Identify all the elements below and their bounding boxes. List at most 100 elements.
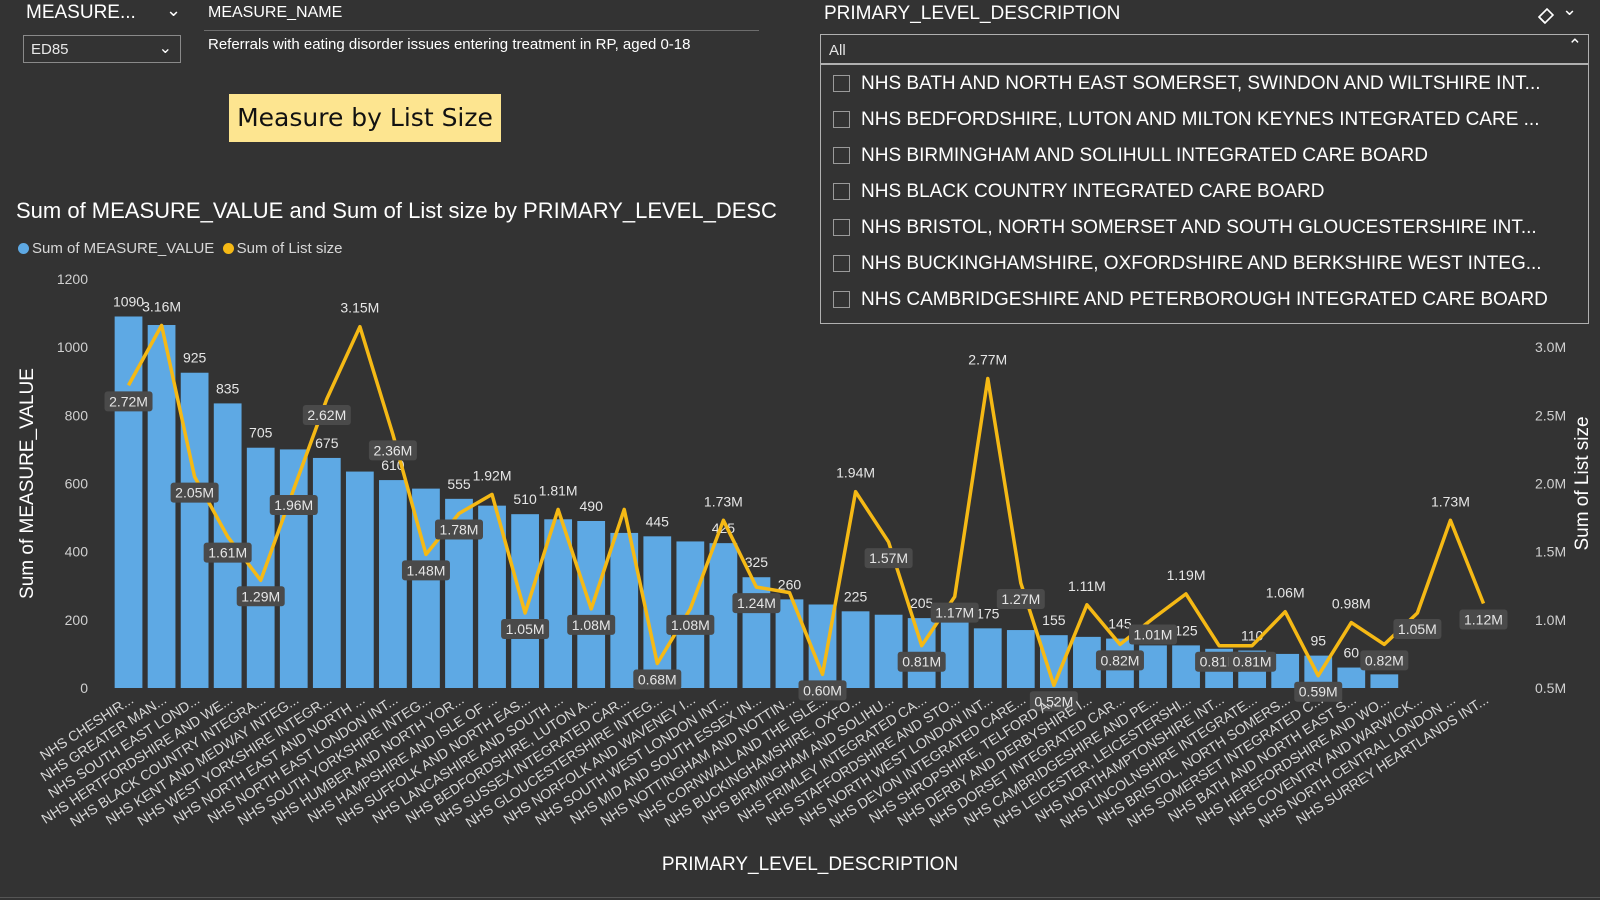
line-data-label: 0.81M (902, 654, 941, 670)
line-data-label-bg (1393, 619, 1442, 640)
primary-level-dropdown[interactable]: All ⌃ (820, 34, 1589, 64)
line-data-label: 1.12M (1464, 611, 1503, 627)
line-data-label-bg (1294, 681, 1343, 702)
bar (676, 541, 705, 688)
line-data-label: 0.60M (803, 682, 842, 698)
line-data-label-bg (1228, 651, 1277, 672)
line-data-label-bg (501, 619, 550, 640)
list-item[interactable]: NHS BUCKINGHAMSHIRE, OXFORDSHIRE AND BER… (821, 246, 1588, 282)
checkbox[interactable] (833, 219, 850, 236)
bar-data-label: 325 (745, 554, 769, 570)
list-item-label: NHS BIRMINGHAM AND SOLIHULL INTEGRATED C… (861, 145, 1428, 166)
bar-data-label: 175 (976, 605, 1000, 621)
bar-data-label: 260 (778, 576, 802, 592)
bar (841, 611, 870, 688)
list-item-label: NHS BRISTOL, NORTH SOMERSET AND SOUTH GL… (861, 217, 1537, 238)
line-data-label-bg (435, 519, 483, 540)
line-data-label: 1.17M (935, 605, 974, 621)
bar (874, 614, 903, 688)
divider (204, 30, 759, 31)
bar (973, 628, 1002, 688)
line-data-label-bg (269, 494, 318, 515)
line-data-label: 1.29M (241, 588, 280, 604)
legend-label-measure: Sum of MEASURE_VALUE (32, 240, 215, 257)
bar (1337, 667, 1366, 688)
list-size-line (126, 323, 1486, 688)
y-tick-label: 800 (65, 407, 89, 423)
line-data-label: 1.27M (1001, 591, 1040, 607)
chart-legend: Sum of MEASURE_VALUE Sum of List size (18, 240, 343, 257)
line-data-label: 2.05M (175, 485, 214, 501)
line-data-label-bg (368, 440, 417, 461)
line-data-label: 0.81M (1233, 654, 1272, 670)
bar-data-label: 60 (1343, 645, 1359, 661)
chevron-down-icon[interactable]: ⌄ (166, 0, 182, 20)
bar-data-label: 835 (216, 380, 240, 396)
bar-data-label: 925 (183, 350, 207, 366)
bar-data-label: 675 (315, 435, 339, 451)
bar-data-label: 555 (447, 476, 471, 492)
list-item[interactable]: NHS CAMBRIDGESHIRE AND PETERBOROUGH INTE… (821, 282, 1588, 318)
line-data-label-bg (567, 614, 616, 635)
line-data-label-bg (1459, 609, 1508, 630)
y-tick-label: 0 (80, 680, 88, 696)
legend-dot-measure (18, 243, 29, 254)
line-data-label: 0.52M (1034, 693, 1073, 709)
bar-data-label: 125 (1174, 622, 1198, 638)
eraser-icon[interactable] (1535, 3, 1557, 25)
measure-by-list-size-button[interactable]: Measure by List Size (229, 94, 501, 142)
list-item[interactable]: NHS BATH AND NORTH EAST SOMERSET, SWINDO… (821, 66, 1588, 102)
list-item[interactable]: NHS BRISTOL, NORTH SOMERSET AND SOUTH GL… (821, 210, 1588, 246)
checkbox[interactable] (833, 147, 850, 164)
measure-slicer-title: MEASURE... (26, 2, 136, 23)
y2-tick-label: 2.5M (1535, 407, 1566, 423)
line-data-label: 3.15M (340, 300, 379, 316)
line-data-label: 1.94M (836, 465, 875, 481)
line-data-label-bg (864, 548, 913, 569)
line-data-label-bg (732, 593, 781, 614)
line-data-label: 1.19M (1167, 567, 1206, 583)
checkbox[interactable] (833, 183, 850, 200)
checkbox[interactable] (833, 111, 850, 128)
y2-tick-label: 0.5M (1535, 680, 1566, 696)
bar (1006, 630, 1035, 688)
line-data-label-bg (996, 589, 1045, 610)
y-tick-label: 400 (65, 544, 89, 560)
list-item[interactable]: NHS BLACK COUNTRY INTEGRATED CARE BOARD (821, 174, 1588, 210)
chevron-down-icon[interactable]: ⌄ (1562, 0, 1578, 19)
line-data-label-bg (666, 614, 715, 635)
measure-dropdown[interactable]: ED85 ⌄ (23, 35, 181, 63)
list-item[interactable]: NHS BIRMINGHAM AND SOLIHULL INTEGRATED C… (821, 138, 1588, 174)
line-data-label-bg (1095, 650, 1144, 671)
list-item[interactable]: NHS BEDFORDSHIRE, LUTON AND MILTON KEYNE… (821, 102, 1588, 138)
y-tick-label: 200 (65, 612, 89, 628)
line-data-label: 2.62M (307, 407, 346, 423)
checkbox[interactable] (833, 255, 850, 272)
bar-data-label: 445 (646, 513, 670, 529)
bar-data-label: 510 (513, 491, 537, 507)
line-data-label-bg (236, 586, 285, 607)
bar (379, 480, 407, 688)
bar (544, 519, 573, 688)
line-data-label: 2.36M (373, 442, 412, 458)
checkbox[interactable] (833, 291, 850, 308)
line-data-label: 1.06M (1266, 585, 1305, 601)
line-data-label-bg (633, 669, 682, 690)
bar (1370, 674, 1399, 688)
bar-data-label: 145 (1108, 616, 1132, 632)
line-data-label-bg (203, 542, 252, 563)
checkbox[interactable] (833, 75, 850, 92)
bar (312, 457, 341, 688)
line-data-label-bg (401, 560, 450, 581)
line-data-label: 2.72M (109, 393, 148, 409)
bar-data-label: 225 (844, 588, 868, 604)
y2-tick-label: 3.0M (1535, 339, 1566, 355)
bar-data-label: 1090 (113, 293, 144, 309)
y-tick-label: 1200 (57, 271, 88, 287)
y2-axis-title: Sum of List size (1572, 416, 1593, 550)
legend-dot-list-size (222, 243, 234, 254)
line-data-label: 1.81M (539, 482, 578, 498)
bar (114, 316, 143, 688)
line-data-label: 1.05M (1398, 621, 1437, 637)
